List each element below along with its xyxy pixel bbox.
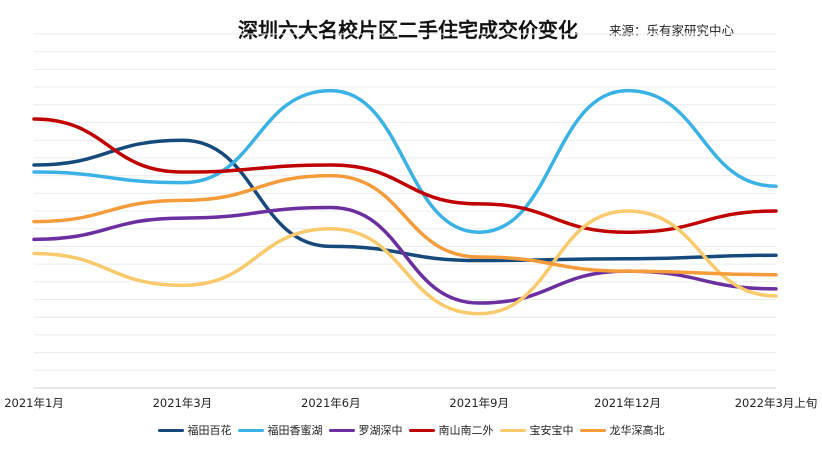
gridlines: [34, 33, 776, 389]
series-line-5: [32, 209, 778, 316]
x-axis-ticks: 2021年1月 2021年3月 2021年6月 2021年9月 2021年12月 2022…: [4, 396, 817, 410]
x-tick-label: 2021年12月: [594, 396, 661, 410]
x-tick-label: 2021年9月: [449, 396, 509, 410]
legend-swatch: [499, 428, 526, 432]
legend-item: 南山南二外: [408, 422, 494, 438]
series-line-4: [32, 117, 778, 234]
legend: 福田百花 福田香蜜湖 罗湖深中 南山南二外 宝安宝中 龙华深高北: [0, 422, 822, 438]
legend-label: 龙华深高北: [609, 424, 665, 437]
legend-label: 南山南二外: [438, 424, 494, 437]
x-tick-label: 2022年3月上旬: [735, 396, 818, 410]
legend-label: 宝安宝中: [529, 424, 574, 437]
legend-item: 福田香蜜湖: [237, 422, 323, 438]
legend-item: 龙华深高北: [579, 422, 665, 438]
legend-swatch: [328, 428, 355, 432]
legend-swatch: [408, 428, 435, 432]
series-line-6: [32, 173, 778, 277]
x-tick-label: 2021年3月: [153, 396, 213, 410]
legend-label: 福田香蜜湖: [267, 424, 323, 437]
legend-swatch: [157, 428, 184, 432]
series-lines: [32, 88, 778, 316]
legend-item: 福田百花: [157, 422, 232, 438]
legend-label: 罗湖深中: [358, 424, 403, 437]
legend-label: 福田百花: [187, 424, 232, 437]
legend-swatch: [237, 428, 264, 432]
series-line-2: [32, 88, 778, 234]
chart-title: 深圳六大名校片区二手住宅成交价变化: [238, 18, 578, 42]
legend-item: 罗湖深中: [328, 422, 403, 438]
x-tick-label: 2021年6月: [301, 396, 361, 410]
x-tick-label: 2021年1月: [4, 396, 64, 410]
legend-swatch: [579, 428, 606, 432]
legend-item: 宝安宝中: [499, 422, 574, 438]
